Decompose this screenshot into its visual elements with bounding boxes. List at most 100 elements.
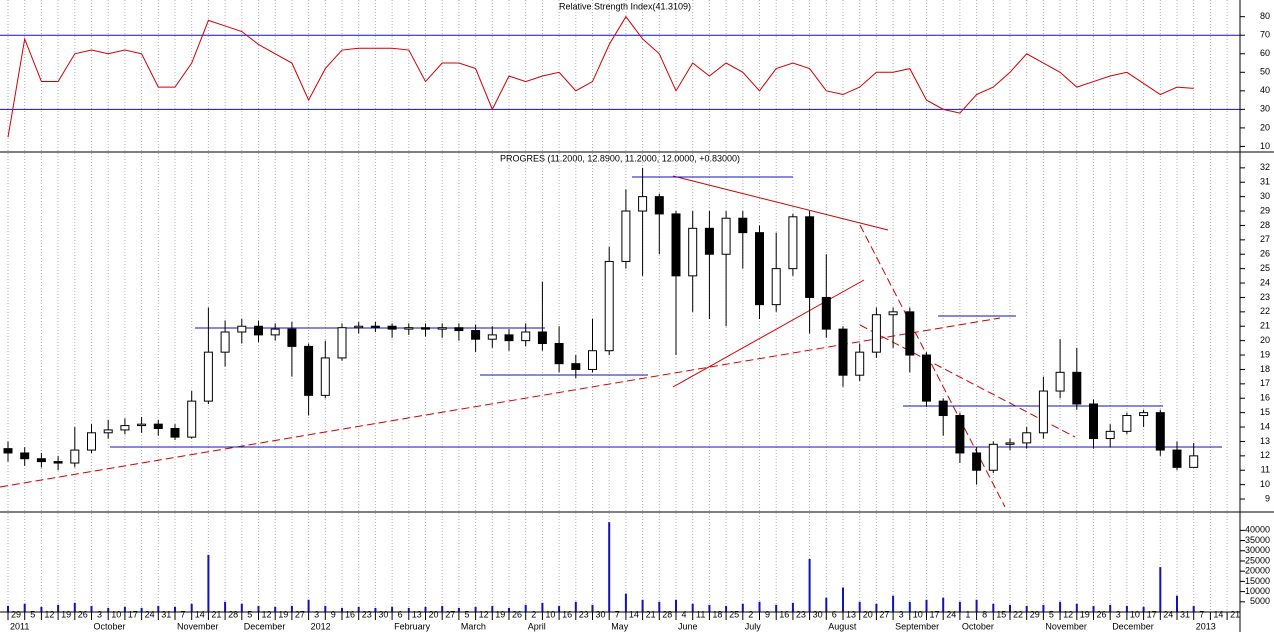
volume-bar <box>925 599 928 612</box>
volume-bar <box>958 601 961 612</box>
x-tick-label: 21 <box>646 609 656 619</box>
x-tick-label: 10 <box>111 609 121 619</box>
x-tick-label: 30 <box>595 609 605 619</box>
x-tick-label: 23 <box>796 609 806 619</box>
candle-body <box>1139 412 1149 417</box>
candle-body <box>1189 455 1199 468</box>
x-tick-label: 24 <box>1163 609 1173 619</box>
month-label: December <box>244 621 286 631</box>
volume-bar <box>1009 604 1011 612</box>
y-tick-label: 16 <box>1260 393 1270 403</box>
month-label: February <box>394 621 431 631</box>
candle-body <box>220 331 230 353</box>
x-tick-label: 12 <box>44 609 54 619</box>
x-tick-label: 14 <box>629 609 639 619</box>
volume-bar <box>240 603 243 612</box>
y-tick-label: 30 <box>1260 191 1270 201</box>
candle-body <box>1022 432 1032 444</box>
x-tick-label: 15 <box>996 609 1006 619</box>
y-tick-label: 10 <box>1260 479 1270 489</box>
volume-bar <box>942 597 945 612</box>
volume-bar <box>1159 567 1162 612</box>
y-tick-label: 29 <box>1260 205 1270 215</box>
x-tick-label: 31 <box>1180 609 1190 619</box>
volume-bar <box>474 606 477 612</box>
y-tick-label: 60 <box>1260 48 1270 58</box>
x-tick-label: 21 <box>1230 609 1240 619</box>
x-tick-label: 19 <box>278 609 288 619</box>
grid-layer <box>7 0 1228 612</box>
candle-body <box>454 327 464 332</box>
month-label: November <box>177 621 219 631</box>
volume-bar <box>775 604 778 612</box>
volume-bar <box>1192 605 1195 612</box>
y-tick-label: 10 <box>1260 141 1270 151</box>
x-tick-label: 17 <box>1147 609 1157 619</box>
x-tick-label: 20 <box>863 609 873 619</box>
volume-bar <box>90 605 93 612</box>
y-tick-label: 27 <box>1260 234 1270 244</box>
month-label: 2012 <box>311 621 331 631</box>
candle-body <box>237 325 247 333</box>
candle-body <box>120 425 130 431</box>
x-tick-label: 23 <box>579 609 589 619</box>
candle-body <box>654 196 664 215</box>
candle-body <box>20 452 30 460</box>
x-tick-label: 7 <box>615 609 620 619</box>
y-tick-label: 25000 <box>1245 555 1270 565</box>
volume-bar <box>591 604 594 612</box>
candle-body <box>838 328 848 376</box>
y-tick-label: 30 <box>1260 104 1270 114</box>
x-tick-label: 3 <box>97 609 102 619</box>
volume-bar <box>675 599 677 612</box>
x-tick-label: 3 <box>1116 609 1121 619</box>
volume-bar <box>825 597 828 612</box>
month-label: May <box>611 621 629 631</box>
volume-bar <box>992 603 995 612</box>
x-tick-label: 16 <box>345 609 355 619</box>
x-tick-label: 25 <box>729 609 739 619</box>
y-tick-label: 32 <box>1260 162 1270 172</box>
month-label: October <box>962 621 994 631</box>
candle-body <box>304 345 314 396</box>
x-tick-label: 5 <box>1049 609 1054 619</box>
candle-body <box>320 357 330 396</box>
candle-body <box>1055 371 1065 392</box>
candle-body <box>588 350 597 370</box>
month-label: July <box>745 621 762 631</box>
y-tick-label: 26 <box>1260 249 1270 259</box>
x-tick-label: 6 <box>832 609 837 619</box>
y-tick-label: 14 <box>1260 421 1270 431</box>
candle-body <box>1122 415 1132 432</box>
candle-body <box>370 325 380 328</box>
x-tick-label: 3 <box>314 609 319 619</box>
x-tick-label: 12 <box>479 609 489 619</box>
x-tick-label: 2 <box>748 609 753 619</box>
candle-body <box>855 351 865 376</box>
volume-bar <box>1142 606 1145 612</box>
x-tick-label: 19 <box>61 609 71 619</box>
x-tick-label: 29 <box>1030 609 1040 619</box>
x-tick-label: 17 <box>929 609 939 619</box>
candle-body <box>604 260 614 352</box>
x-tick-label: 31 <box>161 609 171 619</box>
volume-bar <box>875 603 878 612</box>
volume-bar <box>374 607 377 612</box>
month-label: 2011 <box>10 621 29 631</box>
x-tick-label: 16 <box>779 609 789 619</box>
x-tick-label: 18 <box>712 609 722 619</box>
volume-bar <box>975 599 978 612</box>
y-tick-label: 24 <box>1260 277 1270 287</box>
y-tick-label: 20 <box>1260 335 1270 345</box>
y-tick-label: 17 <box>1260 378 1270 388</box>
x-tick-label: 5 <box>30 609 35 619</box>
candle-body <box>805 216 815 298</box>
candle-body <box>387 325 397 330</box>
candle-body <box>638 196 648 212</box>
month-label: March <box>461 621 486 631</box>
candle-body <box>1172 449 1182 468</box>
x-tick-label: 19 <box>1080 609 1090 619</box>
candle-body <box>504 334 514 342</box>
candle-body <box>103 429 113 434</box>
